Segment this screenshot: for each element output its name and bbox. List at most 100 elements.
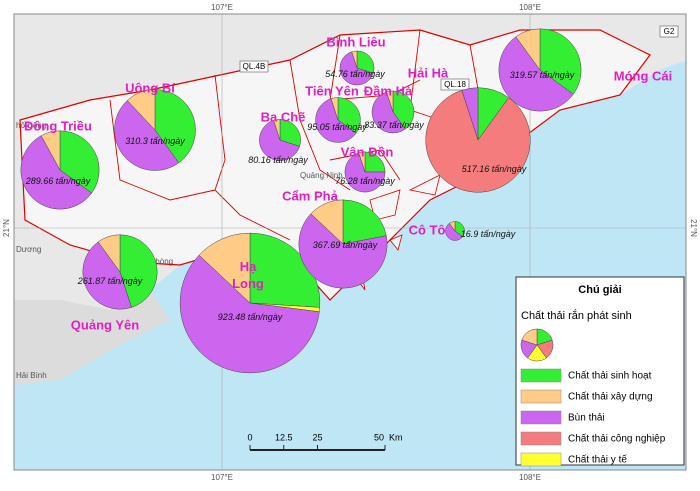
value-unit: tấn/ngày <box>389 120 424 130</box>
value-number: 289.66 <box>25 176 54 186</box>
value-label: 289.66 tấn/ngày <box>25 176 91 186</box>
value-label: 517.16 tấn/ngày <box>462 164 527 174</box>
value-number: 54.76 <box>325 69 348 79</box>
legend-swatch <box>520 431 562 446</box>
value-unit: tấn/ngày <box>540 70 575 80</box>
place-label: Hải Bình <box>16 371 47 380</box>
place-name: Tiên Yên <box>305 83 359 98</box>
pie <box>371 90 415 134</box>
graticule-label: 108°E <box>519 473 541 482</box>
value-label: 367.69 tấn/ngày <box>313 240 378 250</box>
pie-slice <box>179 254 320 374</box>
pie-slice <box>364 151 386 173</box>
graticule-label: 21°N <box>2 219 11 237</box>
pie-slice <box>356 50 375 74</box>
pies: 923.48 tấn/ngày Hạ Long 367.69 tấn/ngày Cẩm … <box>20 28 672 374</box>
value-unit: tấn/ngày <box>343 240 378 250</box>
value-unit: tấn/ngày <box>248 312 283 322</box>
scale-label: 50 <box>374 432 384 442</box>
value-number: 95.05 <box>307 122 331 132</box>
value-number: 310.3 <box>125 136 148 146</box>
pie <box>498 28 582 112</box>
scale-bar: 0 12.5 25 50 Km <box>247 432 403 451</box>
legend-swatch <box>520 410 562 425</box>
place-name: Đông Triều <box>24 118 92 133</box>
value-number: 83.37 <box>364 120 388 130</box>
place-name: Hạ Long <box>232 259 264 291</box>
value-unit: tấn/ngày <box>56 176 91 186</box>
pie-slice <box>392 90 415 130</box>
pie <box>445 221 465 241</box>
pie-slice <box>273 119 281 141</box>
pie <box>179 232 321 374</box>
pie <box>315 97 361 143</box>
scale-label: 0 <box>247 432 252 442</box>
legend: Chú giải Chất thải rắn phát sinh Chất th… <box>515 276 685 467</box>
pie-slice <box>154 89 196 164</box>
place-name: Đầm Hà <box>364 83 413 98</box>
place-label: Quảng Ninh <box>300 171 343 180</box>
pie <box>298 199 388 289</box>
value-number: 517.16 <box>462 164 490 174</box>
place-name: Vân Đồn <box>341 144 394 159</box>
pie <box>20 130 100 210</box>
pie-slice <box>126 89 156 131</box>
pie-slice <box>259 120 300 161</box>
legend-icon <box>520 328 554 362</box>
pie-slice <box>461 87 479 141</box>
road-label: G2 <box>664 27 675 36</box>
land <box>14 290 170 385</box>
value-unit: tấn/ngày <box>150 136 185 146</box>
legend-label: Chất thải sinh hoạt <box>568 370 652 382</box>
legend-label: Bùn thải <box>568 413 605 424</box>
value-number: 261.87 <box>77 276 107 286</box>
pie-slice <box>351 50 358 69</box>
pie-slice <box>342 199 387 245</box>
value-label: 261.87 tấn/ngày <box>77 276 143 286</box>
value-label: 16.9 tấn/ngày <box>461 229 516 239</box>
pie-slice <box>20 135 93 210</box>
value-label: 80.16 tấn/ngày <box>248 155 308 165</box>
place-name: Ba Chẽ <box>261 109 306 124</box>
legend-swatch <box>520 452 562 467</box>
pie <box>339 50 375 86</box>
pie-slice <box>279 119 301 147</box>
graticule-label: 21°N <box>689 219 698 237</box>
pie-slice <box>97 234 121 273</box>
pie-slice <box>358 151 366 173</box>
pie <box>114 89 196 171</box>
pie-slice <box>425 89 531 193</box>
value-number: 319.57 <box>510 70 539 80</box>
value-label: 83.37 tấn/ngày <box>364 120 424 130</box>
pie-slice <box>454 221 465 237</box>
value-unit: tấn/ngày <box>492 164 527 174</box>
pie-slice <box>198 232 251 304</box>
pie-slice <box>82 241 132 310</box>
pie <box>259 119 301 161</box>
value-number: 16.9 <box>461 229 479 239</box>
frame <box>13 13 687 471</box>
value-number: 923.48 <box>218 312 246 322</box>
pie-slice <box>539 28 582 95</box>
legend-subtitle: Chất thải rắn phát sinh <box>521 309 632 322</box>
pie-slice <box>339 51 374 86</box>
pie-slice <box>40 130 61 171</box>
pie-slice <box>521 328 538 346</box>
place-name: Cẩm Phả <box>282 188 338 203</box>
legend-title: Chú giải <box>578 284 621 296</box>
pie <box>425 87 531 193</box>
pie-slice <box>59 130 100 194</box>
scale-unit: Km <box>389 432 403 442</box>
scale-label: 12.5 <box>275 432 293 442</box>
value-number: 80.16 <box>248 155 271 165</box>
place-name: Bình Liêu <box>326 34 385 49</box>
value-unit: tấn/ngày <box>481 229 516 239</box>
pie <box>344 151 386 193</box>
name-part: Hạ <box>240 259 257 274</box>
place-label: Dương <box>16 245 41 254</box>
value-label: 319.57 tấn/ngày <box>510 70 575 80</box>
place-label: Phòng <box>150 257 173 266</box>
legend-swatch <box>520 389 562 404</box>
place-name: Hải Hà <box>408 65 449 80</box>
